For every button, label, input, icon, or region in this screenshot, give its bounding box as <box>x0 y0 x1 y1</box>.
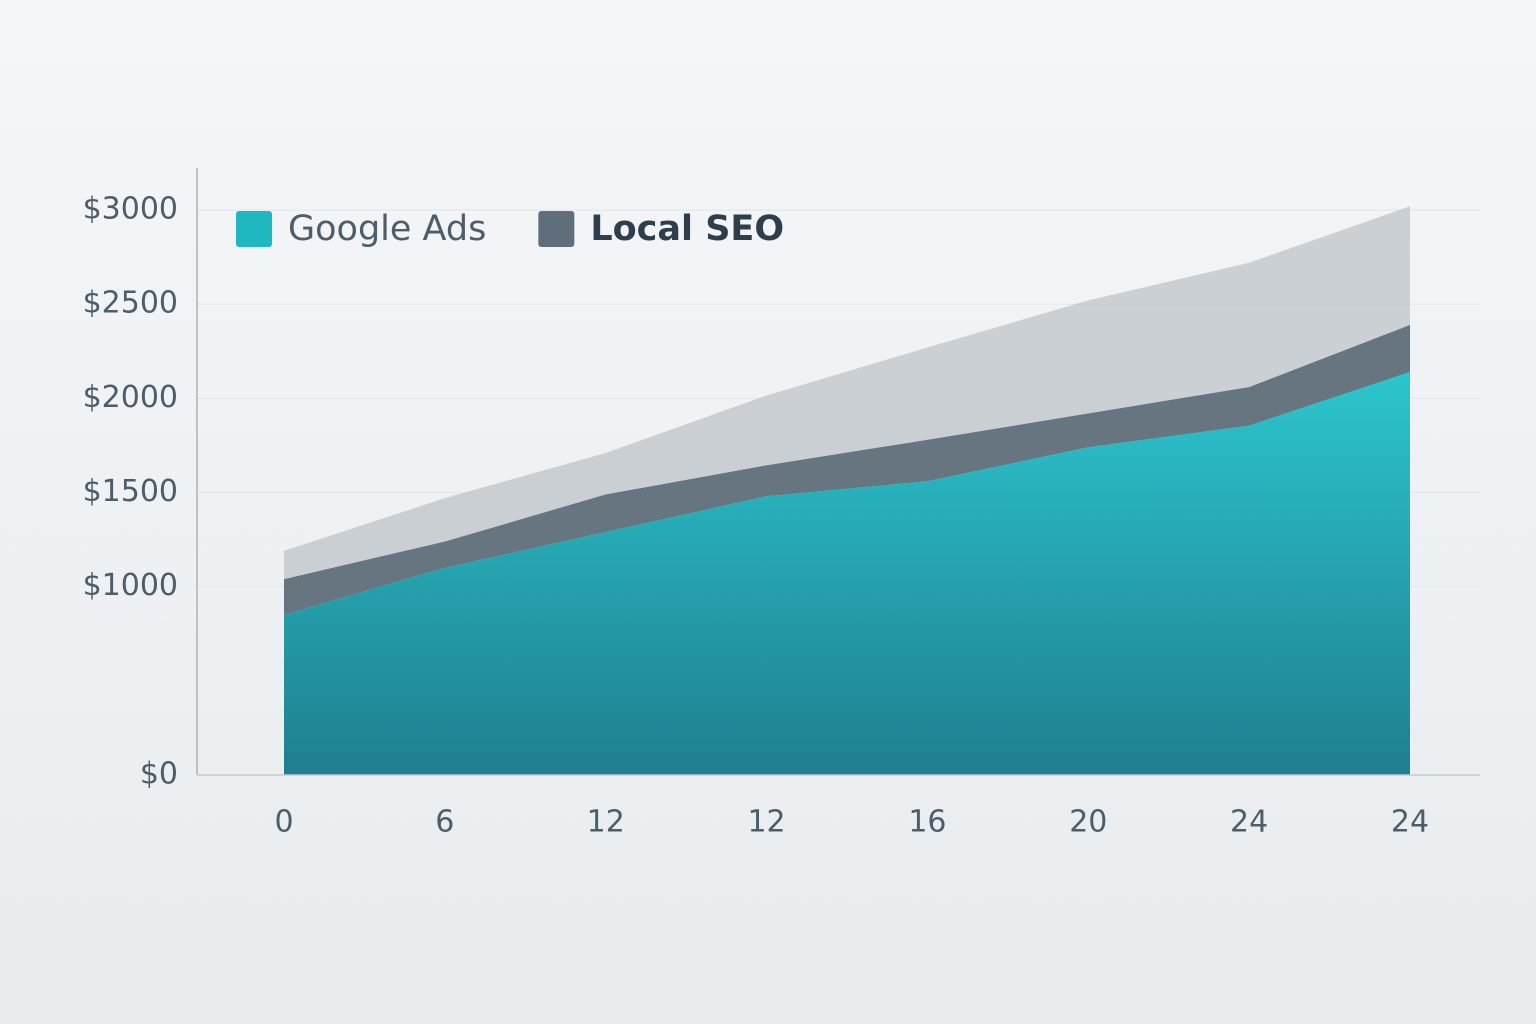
legend-swatch <box>236 211 272 247</box>
legend-label: Local SEO <box>590 209 784 249</box>
x-tick-label: 12 <box>587 805 625 840</box>
area <box>284 206 1410 580</box>
x-tick-label: 20 <box>1069 805 1107 840</box>
legend-label: Google Ads <box>288 209 486 249</box>
x-tick-label: 12 <box>747 805 785 840</box>
labels: $0 $1000 $1500 $2000 $2500 $3000 0 6 12 12 16 20 24 2… <box>83 192 1430 840</box>
x-tick-label: 0 <box>274 805 293 840</box>
legend: Google Ads Local SEO <box>236 209 784 249</box>
legend-swatch <box>538 211 575 247</box>
y-tick-label: $0 <box>140 757 178 792</box>
y-tick-label: $1000 <box>83 568 178 603</box>
y-tick-label: $2500 <box>83 286 178 321</box>
y-tick-label: $1500 <box>83 474 178 509</box>
area <box>284 324 1410 615</box>
y-tick-label: $3000 <box>83 192 178 227</box>
areas <box>284 206 1410 775</box>
x-tick-label: 6 <box>435 805 454 840</box>
area <box>284 371 1410 775</box>
x-tick-label: 24 <box>1230 805 1268 840</box>
y-tick-label: $2000 <box>83 380 178 415</box>
x-tick-label: 24 <box>1391 805 1429 840</box>
x-tick-label: 16 <box>908 805 946 840</box>
